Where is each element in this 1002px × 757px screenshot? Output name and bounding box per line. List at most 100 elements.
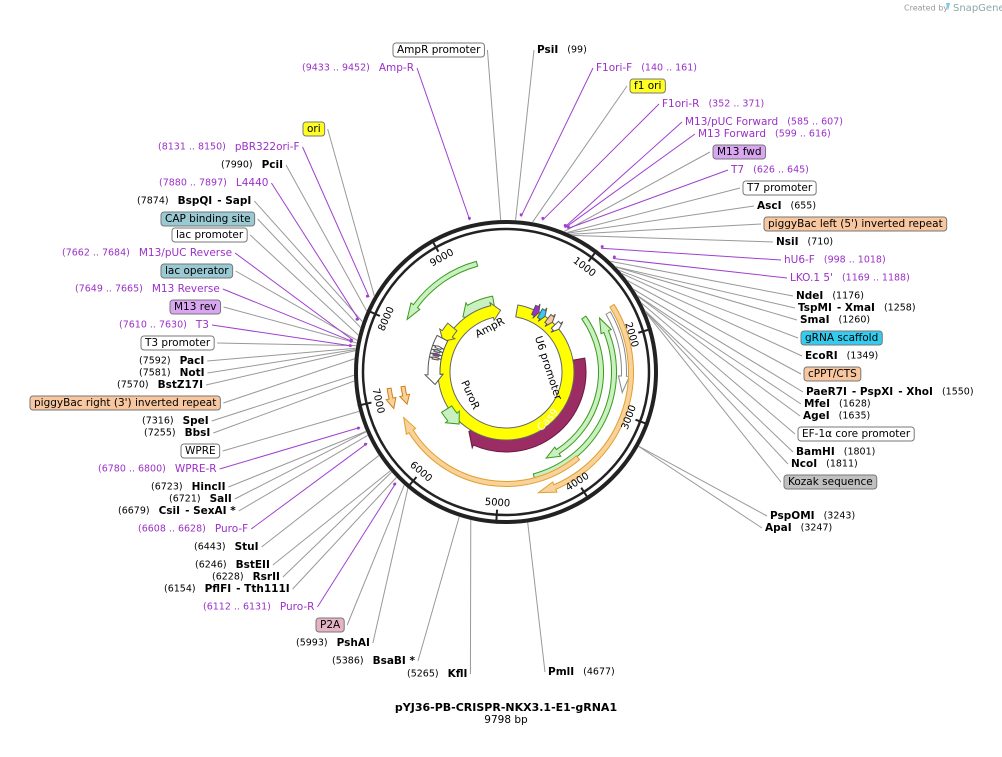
feature-box <box>800 330 883 346</box>
primer-site <box>365 294 369 298</box>
primer-name: T3 <box>195 319 209 331</box>
leader-line <box>564 133 696 229</box>
leader-line <box>249 234 359 336</box>
position: (6112 .. 6131) <box>203 602 271 613</box>
position: (7610 .. 7630) <box>119 320 187 331</box>
leader-line <box>570 223 762 235</box>
leader-line <box>563 151 711 233</box>
feature-box <box>392 42 485 58</box>
enzyme-name: CsiI <box>159 505 180 517</box>
enzyme-name: PmlI <box>548 666 574 678</box>
feature-arrow <box>406 260 479 321</box>
position: (7255) <box>144 428 176 439</box>
primer-name: pBR322ori-F <box>235 141 300 153</box>
enzyme-name: AscI <box>757 200 782 212</box>
feature-box <box>180 443 221 459</box>
position: (1169 .. 1188) <box>842 273 910 284</box>
enzyme-name: - SapI <box>217 195 251 207</box>
enzyme-name: - SexAI * <box>185 505 236 517</box>
enzyme-name: EcoRI <box>805 350 838 362</box>
feature-box <box>140 335 215 351</box>
leader-line <box>282 471 392 578</box>
feature-arrow <box>536 307 548 322</box>
enzyme-name: NsiI <box>776 236 799 248</box>
position: (655) <box>791 201 817 212</box>
leader-line <box>416 67 471 221</box>
brand: SnapGene <box>953 3 1002 14</box>
leader-line <box>211 324 353 347</box>
primer-name: Amp-R <box>379 62 414 74</box>
primer-site <box>566 225 570 229</box>
ring-tick <box>587 249 598 263</box>
leader-line <box>272 470 391 566</box>
leader-line <box>572 234 774 243</box>
enzyme-name: ApaI <box>765 522 792 534</box>
position: (710) <box>808 237 834 248</box>
enzyme-name: NcoI <box>791 458 817 470</box>
primer-site <box>363 442 367 446</box>
feature-name: AmpR promoter <box>397 44 481 56</box>
feature-box <box>797 426 915 442</box>
feature-name: lac operator <box>165 265 229 277</box>
primer-name: F1ori-R <box>662 98 699 110</box>
leader-line <box>621 273 803 357</box>
position: (998 .. 1018) <box>824 255 886 266</box>
position: (6721) <box>169 494 201 505</box>
position: (6443) <box>194 542 226 553</box>
feature-name: WPRE <box>185 445 216 457</box>
primer-site <box>356 426 360 430</box>
feature-arrow <box>437 301 575 441</box>
enzyme-name: AgeI <box>803 410 830 422</box>
position: (599 .. 616) <box>775 129 831 140</box>
feature-name: cPPT/CTS <box>808 368 857 380</box>
leader-line <box>234 431 367 500</box>
ring-tick-label: 5000 <box>484 497 510 510</box>
enzyme-name: PspOMI <box>770 510 815 522</box>
feature-arrow <box>545 315 604 459</box>
ring-tick <box>638 327 653 334</box>
position: (352 .. 371) <box>708 99 764 110</box>
feature-name: CAP binding site <box>165 213 251 225</box>
leader-line <box>205 350 356 386</box>
feature-arrow <box>532 316 617 480</box>
primer-name: M13 Reverse <box>152 283 220 295</box>
position: (8131 .. 8150) <box>158 142 226 153</box>
leader-line <box>222 288 354 343</box>
position: (5386) <box>332 656 364 667</box>
leader-line <box>627 280 802 375</box>
leader-line <box>223 306 357 344</box>
position: (1801) <box>844 447 876 458</box>
enzyme-name: PsiI <box>537 44 558 56</box>
feature-box <box>629 78 666 94</box>
primer-name: hU6-F <box>784 254 815 266</box>
position: (6154) <box>164 584 196 595</box>
enzyme-name: MfeI <box>804 398 830 410</box>
position: (4677) <box>583 667 615 678</box>
enzyme-name: TspMI <box>798 302 832 314</box>
leader-line <box>217 342 357 347</box>
leader-line <box>527 522 546 673</box>
leader-line <box>257 218 362 328</box>
leader-line <box>253 200 363 323</box>
enzyme-name: - PspXI <box>852 386 893 398</box>
leader-line <box>638 445 768 517</box>
primer-name: WPRE-R <box>175 463 217 475</box>
leader-line <box>219 426 361 470</box>
plasmid-length: 9798 bp <box>484 714 528 726</box>
feature-arrow <box>429 356 442 361</box>
feature-name: gRNA scaffold <box>805 332 878 344</box>
leader-line <box>531 85 628 223</box>
primer-site <box>467 216 471 220</box>
position: (6228) <box>212 572 244 583</box>
leader-line <box>271 182 360 321</box>
primer-name: Puro-R <box>280 601 315 613</box>
leader-line <box>238 434 369 512</box>
backbone-outer <box>354 220 658 524</box>
primer-site <box>600 245 604 249</box>
primer-name: F1ori-F <box>596 62 632 74</box>
feature-box <box>169 299 222 315</box>
position: (626 .. 645) <box>753 165 809 176</box>
enzyme-name: NdeI <box>796 290 823 302</box>
feature-name: M13 fwd <box>717 146 762 158</box>
position: (5993) <box>296 638 328 649</box>
